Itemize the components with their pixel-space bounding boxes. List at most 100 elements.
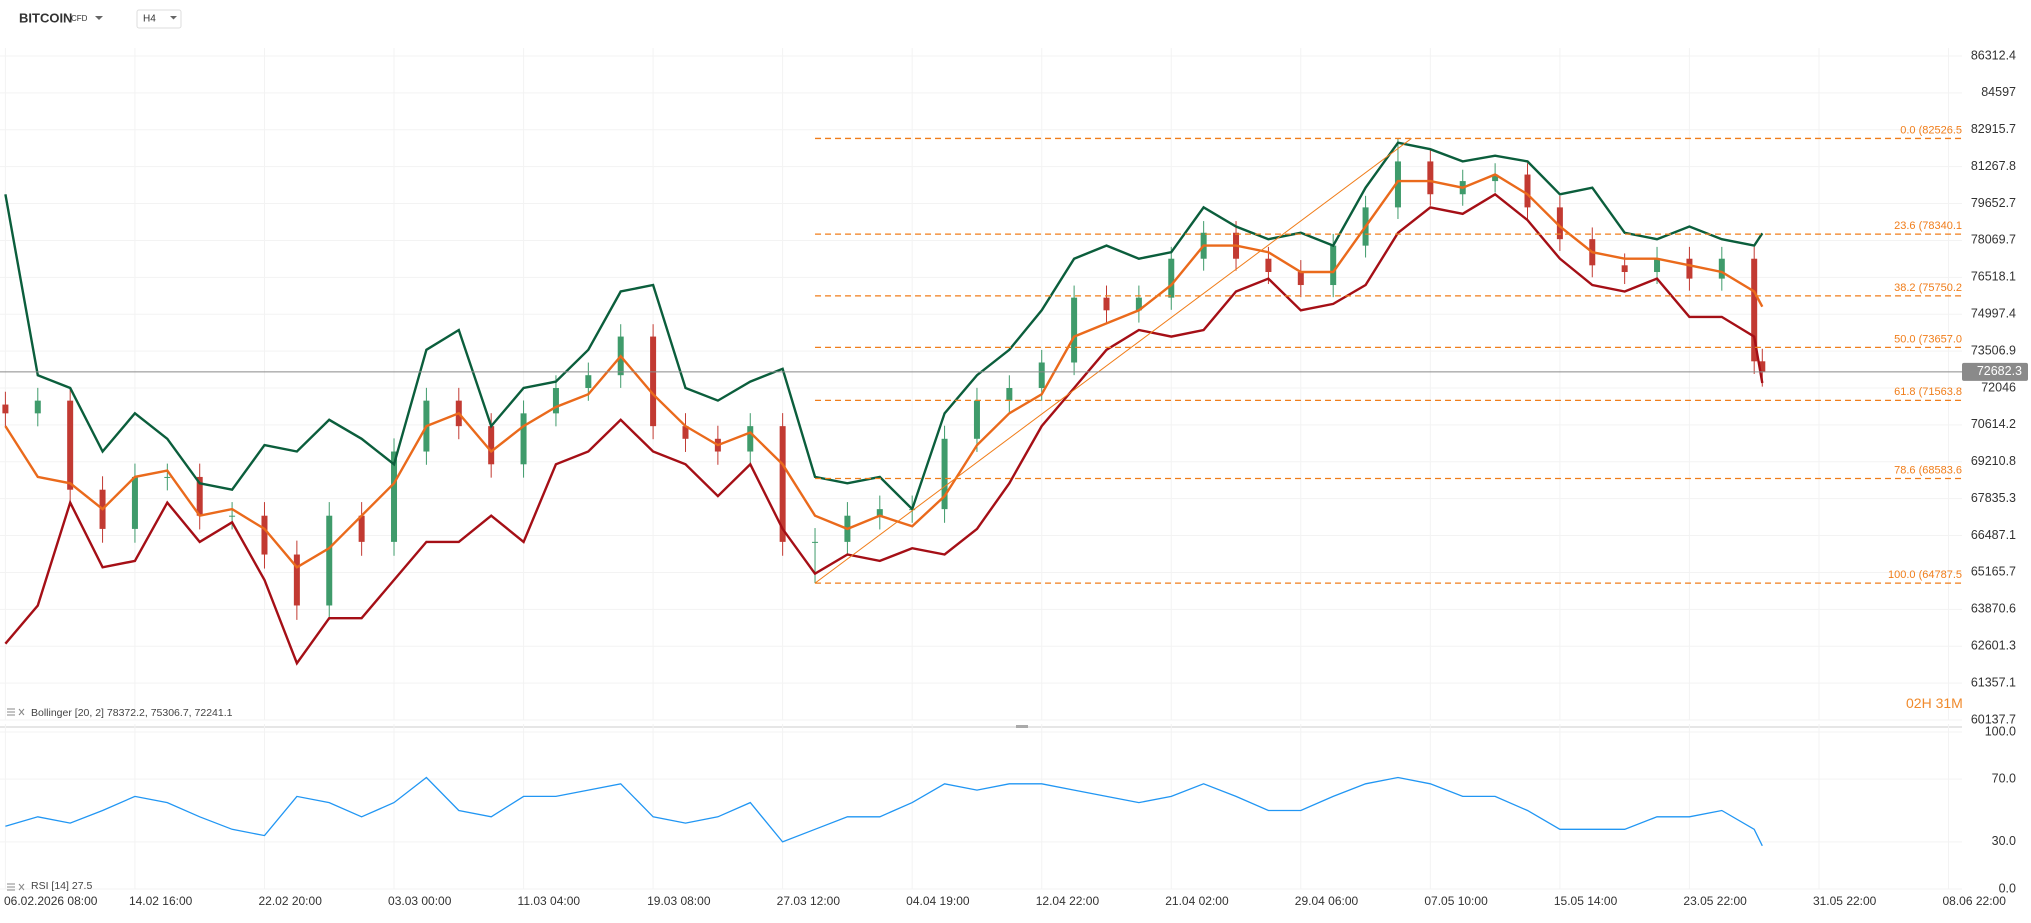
y-tick-label: 79652.7 xyxy=(1971,196,2016,210)
last-price-tag xyxy=(1962,362,2028,381)
x-tick-label: 19.03 08:00 xyxy=(647,894,711,908)
indicator-icon[interactable] xyxy=(7,883,15,891)
candle-body xyxy=(1394,161,1401,208)
candle-body xyxy=(326,515,333,606)
y-tick-label: 62601.3 xyxy=(1971,639,2016,653)
indicator-label: RSI [14] xyxy=(31,880,69,892)
candle-body xyxy=(941,438,948,510)
candle-body xyxy=(1751,258,1758,362)
candle-body xyxy=(1686,258,1693,279)
timeframe-dropdown[interactable] xyxy=(170,16,177,20)
candle-body xyxy=(488,426,495,465)
fib-label: 23.6 (78340.1 xyxy=(1894,220,1962,232)
fib-label: 61.8 (71563.8 xyxy=(1894,386,1962,398)
line-series xyxy=(4,173,1764,569)
indicator-label: Bollinger [20, 2] xyxy=(31,707,104,719)
y-tick-label: 65165.7 xyxy=(1971,565,2016,579)
candle-body xyxy=(196,476,203,516)
x-tick-label: 07.05 10:00 xyxy=(1424,894,1488,908)
last-price-label: 72682.3 xyxy=(1977,364,2022,378)
candle-body xyxy=(293,554,300,606)
indicator-close[interactable] xyxy=(18,708,25,716)
x-tick-label: 22.02 20:00 xyxy=(258,894,322,908)
fib-label: 38.2 (75750.2 xyxy=(1894,282,1962,294)
candle-body xyxy=(1524,174,1531,208)
rsi-legend: RSI [14] 27.5 xyxy=(31,880,92,892)
y-tick-label: 81267.8 xyxy=(1971,159,2016,173)
legend-value: 72241.1 xyxy=(189,707,233,719)
grid xyxy=(0,48,1962,890)
instrument: CFD xyxy=(71,14,88,23)
symbol-dropdown[interactable] xyxy=(95,16,103,20)
labels: 86312.4 84597 82915.7 81267.8 79652.7 78069.7… xyxy=(4,48,2028,908)
legend-value: 78372.2 xyxy=(106,707,145,719)
y-tick-label: 82915.7 xyxy=(1971,122,2016,136)
x-tick-label: 06.02.2026 08:00 xyxy=(4,894,98,908)
y-tick-label: 100.0 xyxy=(1985,724,2016,738)
x-tick-label: 14.02 16:00 xyxy=(129,894,193,908)
y-tick-label: 60137.7 xyxy=(1971,712,2016,726)
x-tick-label: 23.05 22:00 xyxy=(1683,894,1747,908)
y-tick-label: 70.0 xyxy=(1992,771,2016,785)
panel-resize-handle[interactable] xyxy=(1016,725,1028,728)
x-tick-label: 31.05 22:00 xyxy=(1813,894,1877,908)
x-tick-label: 15.05 14:00 xyxy=(1554,894,1618,908)
fib-trend-line xyxy=(814,138,1412,584)
y-tick-label: 72046 xyxy=(1981,380,2016,394)
candle-body xyxy=(229,515,236,517)
candle-body xyxy=(682,426,689,439)
candle-body xyxy=(2,404,9,414)
y-tick-label: 0.0 xyxy=(1999,881,2016,895)
legend-value: 27.5 xyxy=(71,880,93,892)
candle-body xyxy=(358,515,365,542)
candle-body xyxy=(650,336,657,427)
x-tick-label: 08.06 22:00 xyxy=(1943,894,2007,908)
line-series xyxy=(4,141,1764,512)
candle-body xyxy=(779,426,786,542)
candle-body xyxy=(1297,272,1304,286)
indicator-icon[interactable] xyxy=(7,708,15,716)
x-tick-label: 03.03 00:00 xyxy=(388,894,452,908)
symbol[interactable]: BITCOIN xyxy=(19,10,72,25)
y-tick-label: 70614.2 xyxy=(1971,417,2016,431)
candle-body xyxy=(1135,297,1142,311)
plot xyxy=(0,137,1962,847)
timeframe[interactable]: H4 xyxy=(143,14,156,25)
fib-label: 0.0 (82526.5 xyxy=(1900,124,1962,136)
line-series xyxy=(4,192,1764,666)
candle-body xyxy=(1654,258,1661,273)
candle-body xyxy=(552,388,559,414)
y-tick-label: 76518.1 xyxy=(1971,270,2016,284)
bollinger-legend: Bollinger [20, 2] 78372.275306.772241.1 xyxy=(31,707,232,719)
candle-body xyxy=(1006,388,1013,401)
line-series xyxy=(5,776,1763,847)
y-tick-label: 78069.7 xyxy=(1971,233,2016,247)
indicator-close[interactable] xyxy=(18,883,25,891)
y-tick-label: 86312.4 xyxy=(1971,48,2016,62)
candle-body xyxy=(876,509,883,516)
candle-body xyxy=(1718,258,1725,279)
candle-body xyxy=(164,476,171,478)
candle-body xyxy=(131,476,138,529)
candle-body xyxy=(812,541,819,543)
candle-body xyxy=(1103,297,1110,311)
y-tick-label: 69210.8 xyxy=(1971,454,2016,468)
y-tick-label: 30.0 xyxy=(1992,834,2016,848)
candle-body xyxy=(1427,161,1434,195)
x-tick-label: 12.04 22:00 xyxy=(1036,894,1100,908)
fib-label: 78.6 (68583.6 xyxy=(1894,464,1962,476)
y-tick-label: 73506.9 xyxy=(1971,343,2016,357)
candle-body xyxy=(1265,258,1272,273)
candle-body xyxy=(1621,265,1628,273)
candle-body xyxy=(1071,297,1078,363)
candle-body xyxy=(585,375,592,389)
x-tick-label: 27.03 12:00 xyxy=(777,894,841,908)
candle-body xyxy=(391,451,398,542)
y-tick-label: 74997.4 xyxy=(1971,307,2016,321)
timeframe-box[interactable] xyxy=(136,9,182,29)
candle-body xyxy=(1038,362,1045,389)
candle-body xyxy=(261,515,268,555)
